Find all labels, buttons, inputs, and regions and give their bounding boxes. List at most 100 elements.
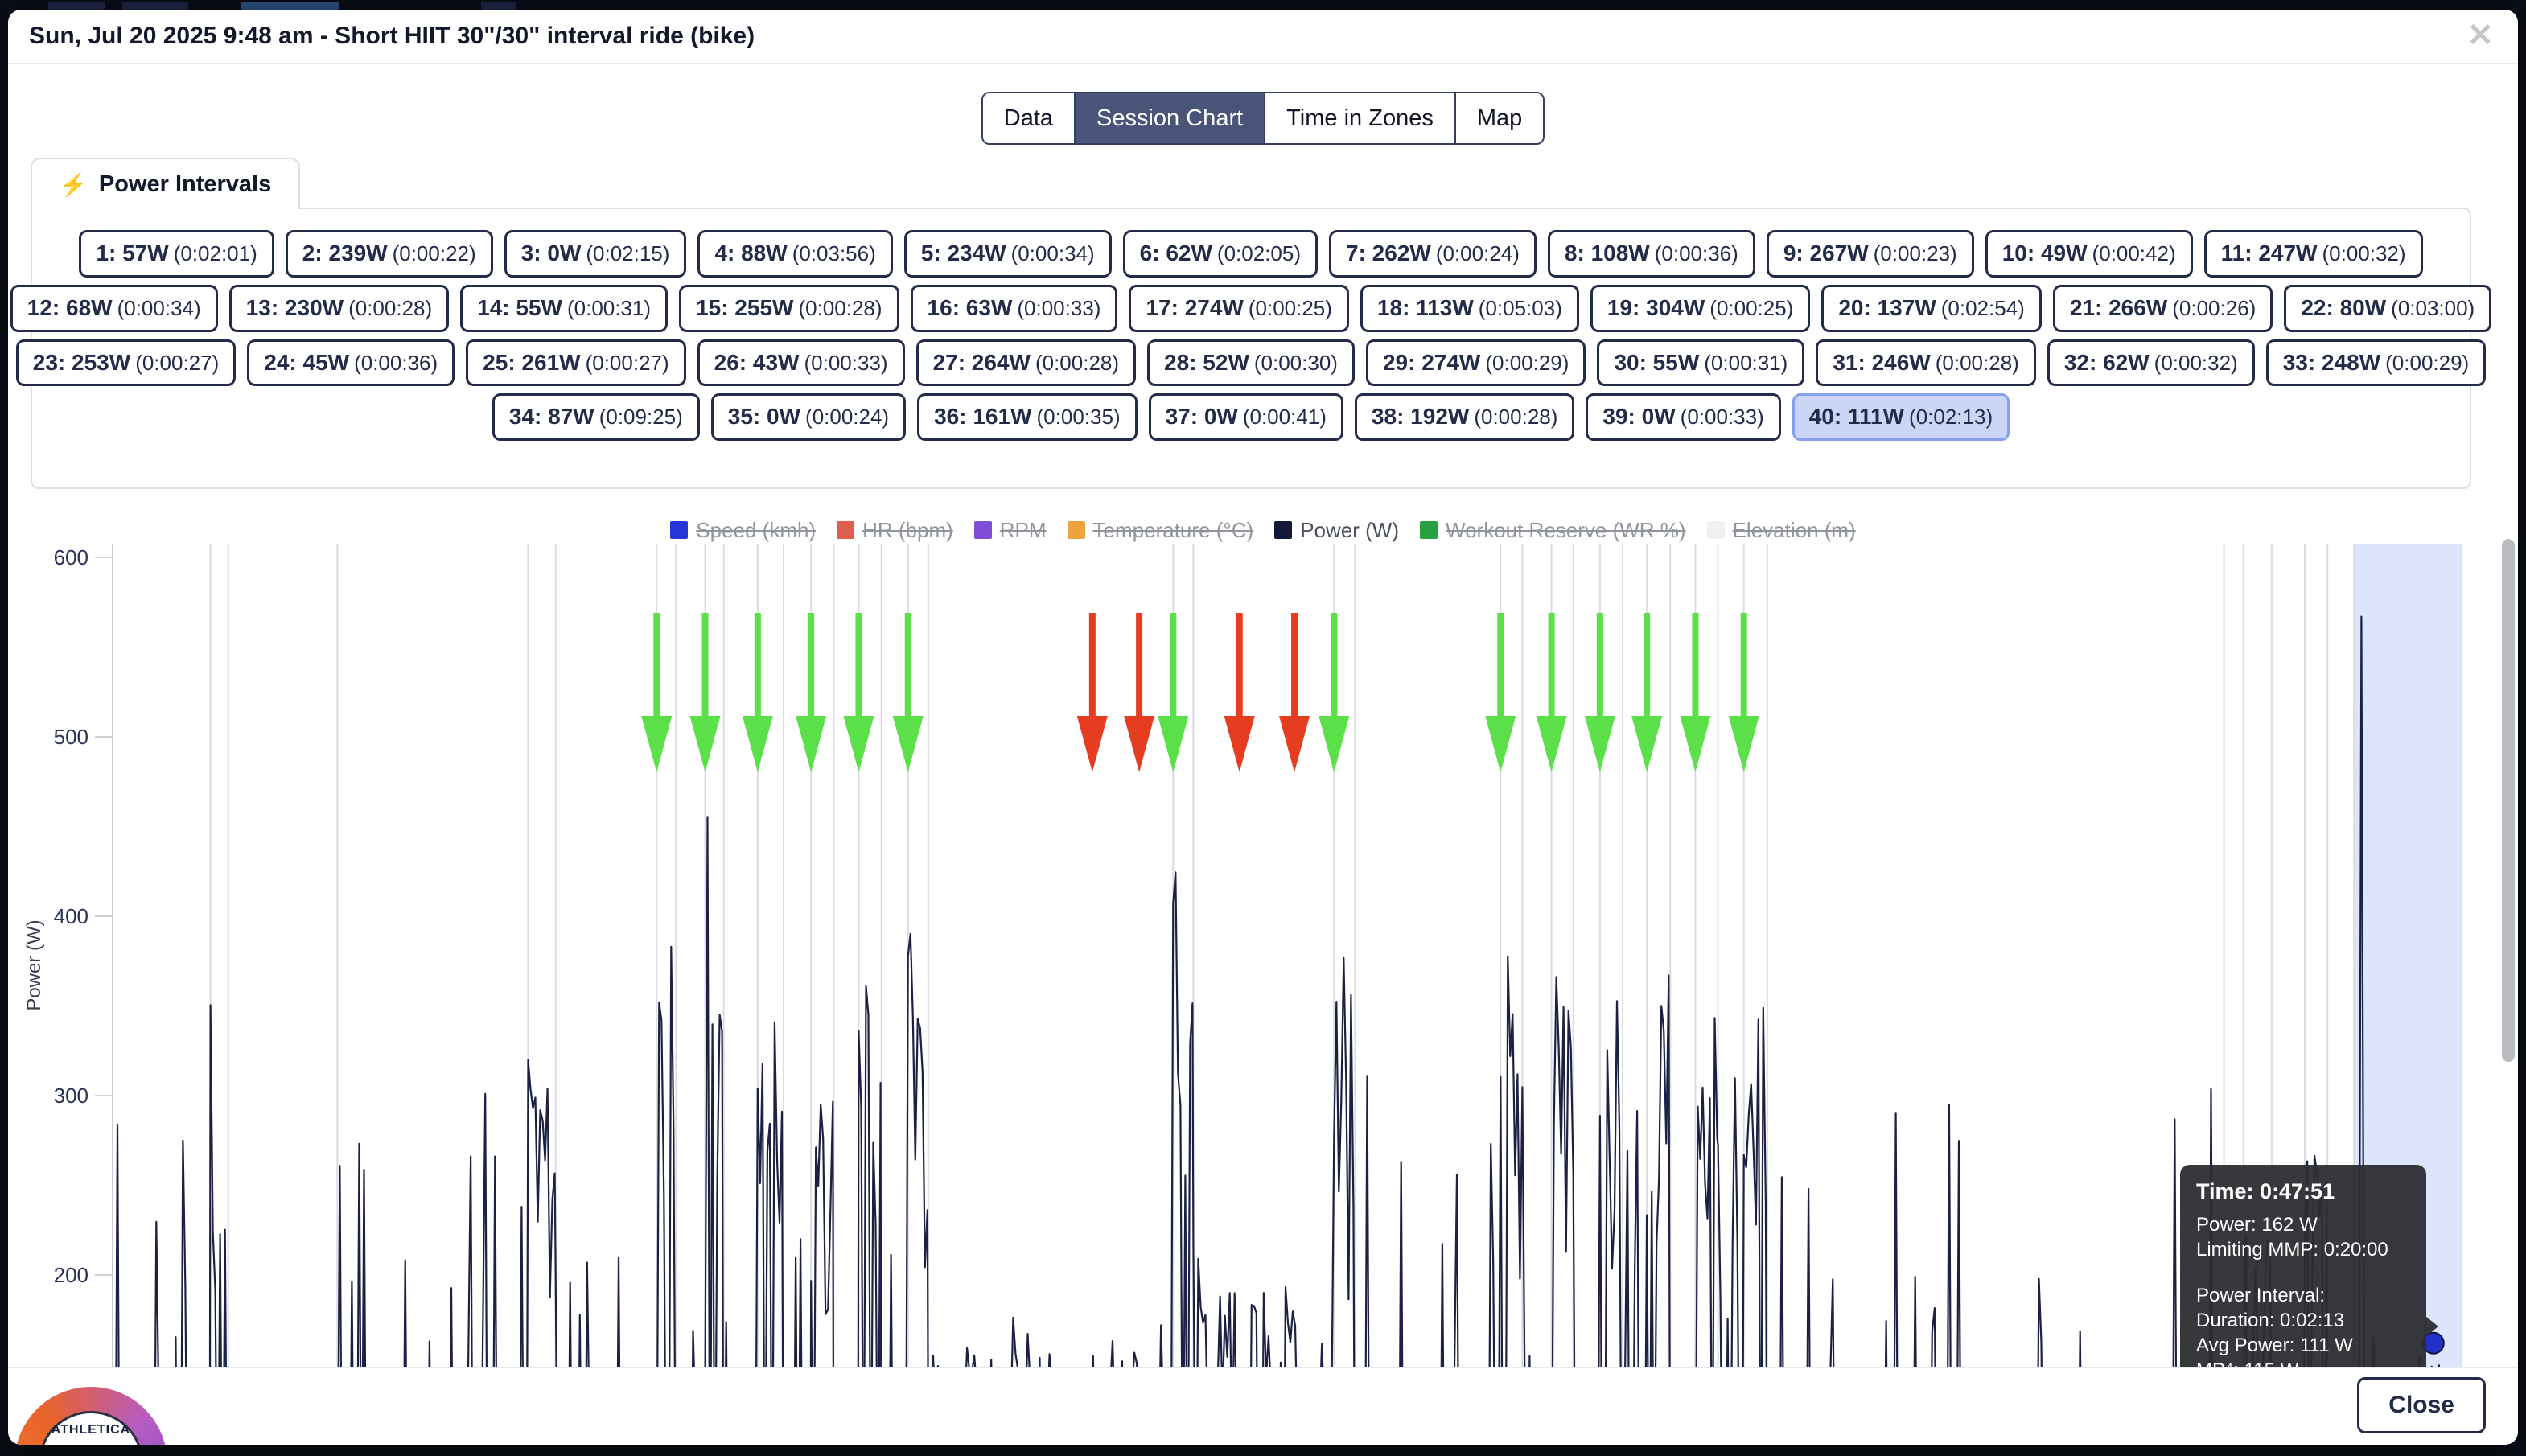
tab-data[interactable]: Data	[982, 93, 1075, 143]
tooltip-line: Avg Power: 111 W	[2196, 1335, 2353, 1356]
interval-button-18[interactable]: 18: 113W (0:05:03)	[1360, 284, 1579, 332]
interval-button-20[interactable]: 20: 137W (0:02:54)	[1821, 284, 2042, 332]
chart-tooltip: Time: 0:47:51 Power: 162 W Limiting MMP: 0…	[2180, 1165, 2438, 1368]
tooltip-line: MP⁴: 115 W	[2196, 1358, 2410, 1368]
tooltip-line: Power: 162 W	[2196, 1214, 2318, 1236]
athletica-logo: ATHLETICA	[14, 1387, 167, 1445]
legend-item-elevation-m[interactable]: Elevation (m)	[1706, 518, 1856, 543]
interval-button-25[interactable]: 25: 261W (0:00:27)	[466, 339, 686, 387]
interval-row: 12: 68W (0:00:34) 13: 230W (0:00:28) 14: 55W…	[10, 284, 2492, 332]
svg-text:400: 400	[54, 904, 88, 928]
legend-item-power-w[interactable]: Power (W)	[1274, 518, 1399, 543]
interval-button-29[interactable]: 29: 274W (0:00:29)	[1365, 339, 1586, 387]
legend-item-hr-bpm[interactable]: HR (bpm)	[837, 518, 953, 543]
legend-swatch	[670, 521, 689, 539]
modal-header: Sun, Jul 20 2025 9:48 am - Short HIIT 30…	[8, 10, 2518, 64]
interval-button-12[interactable]: 12: 68W (0:00:34)	[10, 284, 218, 332]
interval-button-24[interactable]: 24: 45W (0:00:36)	[247, 339, 455, 387]
interval-button-22[interactable]: 22: 80W (0:03:00)	[2284, 284, 2492, 332]
interval-button-17[interactable]: 17: 274W (0:00:25)	[1129, 284, 1349, 332]
svg-text:200: 200	[54, 1263, 88, 1287]
interval-button-36[interactable]: 36: 161W (0:00:35)	[917, 393, 1138, 442]
session-chart-canvas[interactable]: 600 500 400 300 200 Power (W)	[8, 515, 2518, 1368]
tooltip-line: Duration: 0:02:13	[2196, 1310, 2345, 1331]
tab-session-chart[interactable]: Session Chart	[1074, 93, 1265, 143]
interval-row: 1: 57W (0:02:01) 2: 239W (0:00:22) 3: 0W (0:0…	[32, 230, 2470, 278]
interval-button-30[interactable]: 30: 55W (0:00:31)	[1597, 339, 1805, 387]
interval-button-21[interactable]: 21: 266W (0:00:26)	[2052, 284, 2273, 332]
tooltip-time: Time: 0:47:51	[2196, 1179, 2335, 1203]
legend-swatch	[837, 521, 855, 539]
interval-button-7[interactable]: 7: 262W (0:00:24)	[1329, 230, 1537, 278]
legend-swatch	[1274, 521, 1293, 539]
legend-label: RPM	[999, 517, 1047, 542]
interval-button-6[interactable]: 6: 62W (0:02:05)	[1122, 230, 1318, 278]
tooltip-caret	[2425, 1316, 2438, 1337]
session-title: Sun, Jul 20 2025 9:48 am - Short HIIT 30…	[29, 23, 755, 49]
interval-arrows	[641, 613, 1759, 772]
interval-button-31[interactable]: 31: 246W (0:00:28)	[1816, 339, 2036, 387]
legend-item-speed-kmh[interactable]: Speed (kmh)	[670, 518, 816, 543]
legend-label: Temperature (°C)	[1092, 517, 1254, 542]
power-intervals-panel: 1: 57W (0:02:01) 2: 239W (0:00:22) 3: 0W (0:0…	[10, 208, 2492, 489]
close-icon[interactable]: ✕	[2466, 18, 2494, 53]
close-button[interactable]: Close	[2357, 1377, 2486, 1433]
modal-footer: ATHLETICA Close	[8, 1367, 2518, 1445]
svg-text:Power (W): Power (W)	[23, 919, 45, 1010]
legend-label: HR (bpm)	[862, 517, 953, 542]
interval-button-26[interactable]: 26: 43W (0:00:33)	[697, 339, 905, 387]
vertical-scrollbar[interactable]	[2502, 539, 2515, 1062]
interval-row: 23: 253W (0:00:27) 24: 45W (0:00:36) 25: 261…	[15, 339, 2487, 387]
interval-button-40[interactable]: 40: 111W (0:02:13)	[1792, 393, 2010, 442]
legend-item-workout-reserve-wr[interactable]: Workout Reserve (WR %)	[1420, 518, 1686, 543]
interval-button-13[interactable]: 13: 230W (0:00:28)	[228, 284, 450, 332]
view-tabs: Data Session Chart Time in Zones Map	[981, 92, 1545, 145]
background-app-chrome	[48, 2, 105, 10]
interval-button-3[interactable]: 3: 0W (0:02:15)	[504, 230, 687, 278]
interval-button-10[interactable]: 10: 49W (0:00:42)	[1985, 230, 2193, 278]
legend-label: Power (W)	[1300, 517, 1399, 542]
interval-button-28[interactable]: 28: 52W (0:00:30)	[1147, 339, 1355, 387]
session-chart-area[interactable]: Speed (kmh) HR (bpm) RPM Temperature (°C) Po…	[8, 515, 2518, 1368]
legend-item-rpm[interactable]: RPM	[973, 517, 1047, 543]
svg-text:600: 600	[54, 545, 88, 570]
background-app-chrome	[241, 2, 339, 10]
background-app-chrome	[481, 2, 516, 10]
interval-button-38[interactable]: 38: 192W (0:00:28)	[1354, 393, 1575, 442]
chart-legend: Speed (kmh) HR (bpm) RPM Temperature (°C) Po…	[8, 516, 2518, 544]
interval-button-35[interactable]: 35: 0W (0:00:24)	[710, 393, 907, 442]
interval-button-34[interactable]: 34: 87W (0:09:25)	[492, 393, 700, 442]
interval-button-14[interactable]: 14: 55W (0:00:31)	[460, 284, 669, 332]
legend-swatch	[1067, 521, 1085, 539]
tooltip-spacer	[2196, 1262, 2410, 1283]
interval-button-4[interactable]: 4: 88W (0:03:56)	[697, 230, 893, 278]
tab-map[interactable]: Map	[1454, 93, 1544, 143]
svg-text:500: 500	[54, 725, 88, 749]
interval-button-11[interactable]: 11: 247W (0:00:32)	[2203, 230, 2423, 278]
interval-button-27[interactable]: 27: 264W (0:00:28)	[915, 339, 1137, 387]
interval-button-19[interactable]: 19: 304W (0:00:25)	[1590, 284, 1811, 332]
interval-button-8[interactable]: 8: 108W (0:00:36)	[1547, 230, 1755, 278]
legend-label: Workout Reserve (WR %)	[1446, 517, 1686, 542]
interval-button-39[interactable]: 39: 0W (0:00:33)	[1586, 393, 1781, 442]
legend-item-temperature-c[interactable]: Temperature (°C)	[1067, 517, 1254, 543]
interval-button-5[interactable]: 5: 234W (0:00:34)	[903, 230, 1112, 278]
svg-text:300: 300	[54, 1084, 88, 1108]
lightning-bolt-icon: ⚡	[60, 171, 88, 197]
tab-time-in-zones[interactable]: Time in Zones	[1264, 93, 1454, 143]
interval-button-23[interactable]: 23: 253W (0:00:27)	[15, 339, 237, 387]
interval-button-16[interactable]: 16: 63W (0:00:33)	[910, 284, 1118, 332]
power-intervals-label: Power Intervals	[98, 171, 272, 197]
session-modal: Sun, Jul 20 2025 9:48 am - Short HIIT 30…	[8, 10, 2518, 1445]
tab-power-intervals[interactable]: ⚡ Power Intervals	[31, 158, 301, 209]
interval-button-32[interactable]: 32: 62W (0:00:32)	[2047, 339, 2255, 387]
interval-button-1[interactable]: 1: 57W (0:02:01)	[79, 230, 274, 278]
interval-button-2[interactable]: 2: 239W (0:00:22)	[285, 230, 493, 278]
interval-button-9[interactable]: 9: 267W (0:00:23)	[1766, 230, 1974, 278]
tooltip-line: Limiting MMP: 0:20:00	[2196, 1239, 2388, 1261]
interval-button-33[interactable]: 33: 248W (0:00:29)	[2265, 339, 2487, 387]
legend-swatch	[973, 521, 992, 539]
athletica-logo-badge: ATHLETICA	[39, 1411, 143, 1445]
interval-button-37[interactable]: 37: 0W (0:00:41)	[1148, 393, 1343, 442]
interval-button-15[interactable]: 15: 255W (0:00:28)	[679, 284, 899, 332]
